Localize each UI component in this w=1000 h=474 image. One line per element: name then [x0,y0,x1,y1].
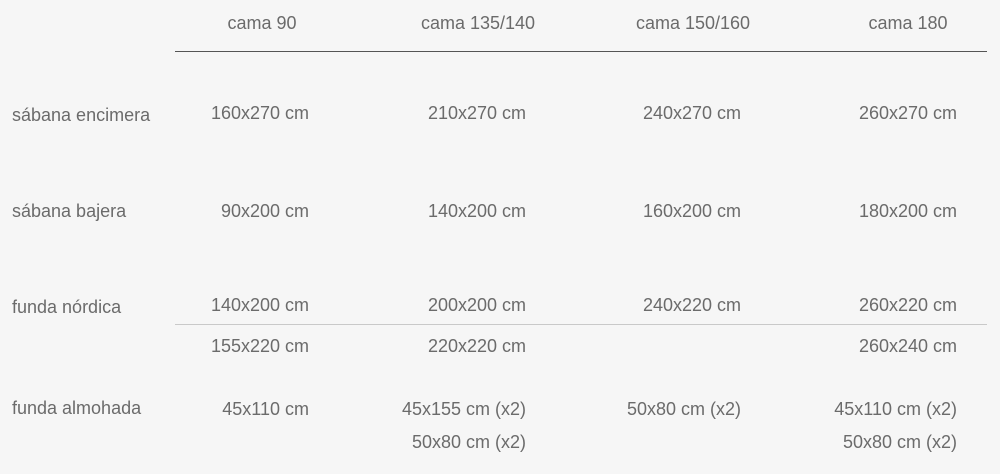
cell-bajera-90: 90x200 cm [220,201,309,221]
row-label-funda-nordica: funda nórdica [12,297,122,317]
cell-bajera-150: 160x200 cm [642,201,741,221]
cell-encimera-135: 210x270 cm [427,103,526,123]
row-label-sabana-encimera: sábana encimera [12,105,151,125]
header-cama-90: cama 90 [227,13,297,33]
cell-almohada-alt-180: 50x80 cm (x2) [842,432,957,452]
cell-nordica-135: 200x200 cm [427,295,526,315]
cell-almohada-180: 45x110 cm (x2) [834,399,957,419]
header-cama-180: cama 180 [868,13,948,33]
cell-nordica-180: 260x220 cm [858,295,957,315]
cell-encimera-180: 260x270 cm [858,103,957,123]
cell-almohada-90: 45x110 cm [222,399,309,419]
cell-nordica-90: 140x200 cm [210,295,309,315]
header-cama-135-140: cama 135/140 [420,13,536,33]
header-cama-150-160: cama 150/160 [635,13,751,33]
cell-encimera-150: 240x270 cm [642,103,741,123]
nordica-divider [175,324,987,325]
cell-bajera-135: 140x200 cm [427,201,526,221]
cell-almohada-135: 45x155 cm (x2) [401,399,526,419]
cell-nordica-alt-90: 155x220 cm [210,336,309,356]
cell-almohada-alt-135: 50x80 cm (x2) [411,432,526,452]
row-label-funda-almohada: funda almohada [12,398,142,418]
row-label-sabana-bajera: sábana bajera [12,201,127,221]
cell-bajera-180: 180x200 cm [858,201,957,221]
header-divider [175,51,987,52]
cell-encimera-90: 160x270 cm [210,103,309,123]
cell-nordica-alt-135: 220x220 cm [427,336,526,356]
cell-almohada-150: 50x80 cm (x2) [626,399,741,419]
cell-nordica-alt-180: 260x240 cm [858,336,957,356]
cell-nordica-150: 240x220 cm [642,295,741,315]
